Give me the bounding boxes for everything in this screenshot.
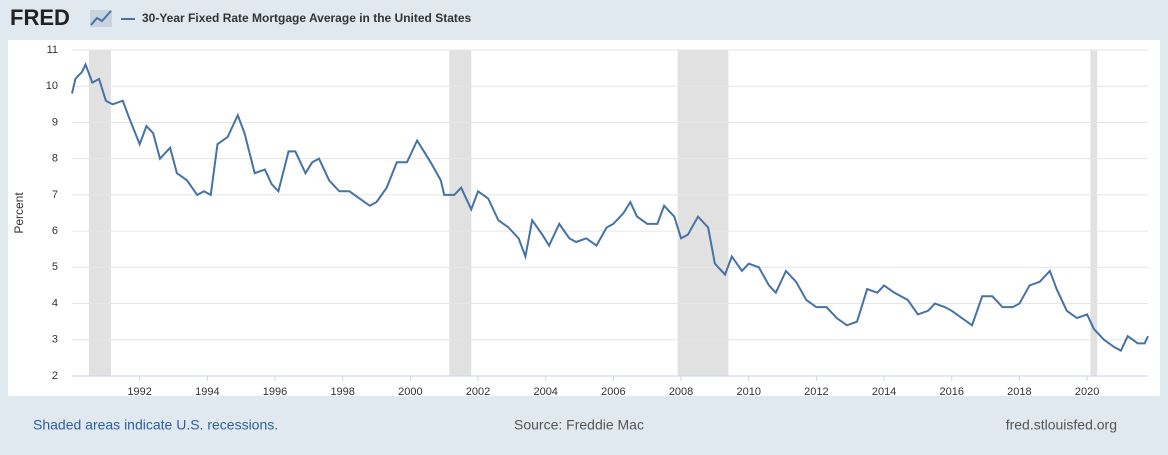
x-tick-label: 2002	[466, 386, 490, 398]
x-tick-label: 2014	[872, 386, 896, 398]
footer-note: Shaded areas indicate U.S. recessions.	[33, 417, 278, 433]
recession-band	[88, 50, 111, 376]
y-tick-label: 2	[52, 370, 58, 382]
legend-label: 30-Year Fixed Rate Mortgage Average in t…	[142, 11, 472, 25]
x-tick-label: 2004	[533, 386, 557, 398]
x-tick-label: 1992	[127, 386, 151, 398]
recession-band	[677, 50, 729, 376]
series-line	[71, 61, 1149, 353]
y-tick-label: 10	[46, 80, 58, 92]
x-tick-label: 2006	[601, 386, 625, 398]
x-tick-label: 1996	[263, 386, 287, 398]
recession-band	[1090, 50, 1098, 376]
y-tick-label: 8	[52, 153, 58, 165]
footer-site: fred.stlouisfed.org	[1006, 417, 1117, 433]
x-tick-label: 2010	[736, 386, 760, 398]
x-tick-label: 2000	[398, 386, 422, 398]
x-tick-label: 1998	[330, 386, 354, 398]
logo: FRED	[10, 5, 70, 30]
x-tick-label: 1994	[195, 386, 219, 398]
x-tick-label: 2008	[669, 386, 693, 398]
chart-panel	[8, 40, 1160, 396]
y-tick-label: 5	[52, 261, 58, 273]
y-axis-label: Percent	[12, 192, 26, 234]
y-tick-label: 9	[52, 116, 58, 128]
y-tick-label: 11	[47, 44, 58, 56]
x-tick-label: 2012	[804, 386, 828, 398]
y-tick-label: 3	[52, 334, 58, 346]
y-tick-label: 4	[52, 297, 58, 309]
footer-source: Source: Freddie Mac	[514, 417, 644, 433]
logo-icon	[90, 10, 112, 27]
x-tick-label: 2018	[1007, 386, 1031, 398]
y-tick-label: 6	[52, 225, 58, 237]
y-tick-label: 7	[52, 189, 58, 201]
recession-band	[449, 50, 472, 376]
x-tick-label: 2016	[940, 386, 964, 398]
x-tick-label: 2020	[1075, 386, 1099, 398]
